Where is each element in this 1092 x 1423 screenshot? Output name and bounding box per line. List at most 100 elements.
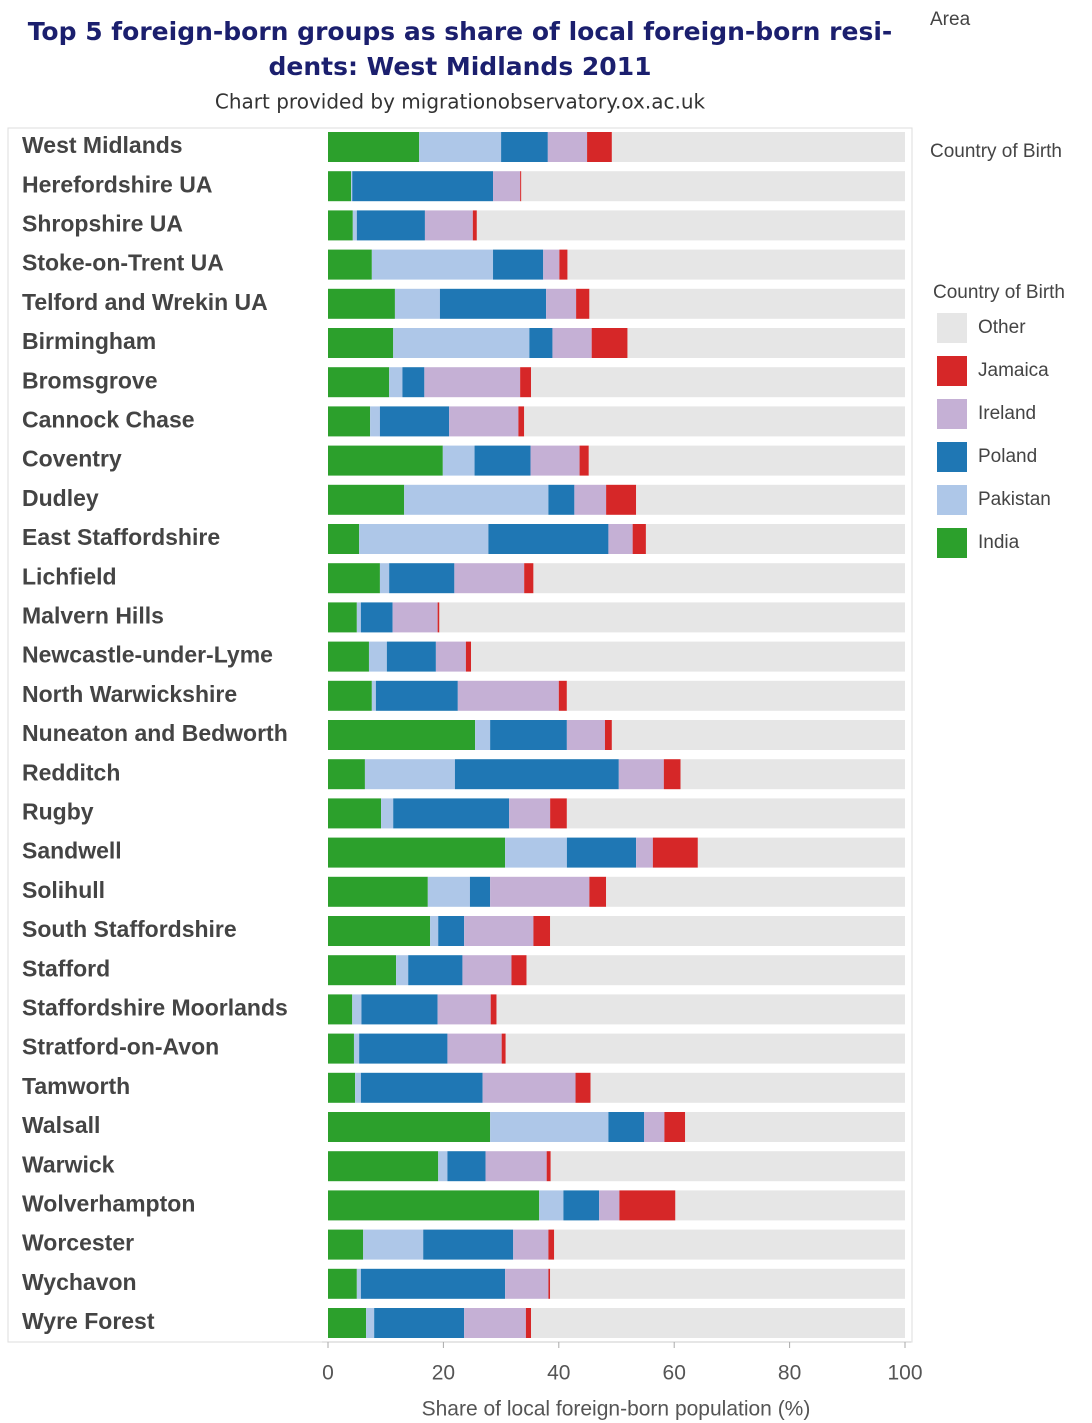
bar-segment <box>449 406 519 437</box>
bar-segment <box>496 994 905 1025</box>
bar-segment <box>454 563 525 594</box>
bar-segment <box>328 132 420 162</box>
bar-segment <box>438 916 465 946</box>
bar-segment <box>476 210 905 241</box>
row-label: Shropshire UA <box>22 210 183 236</box>
bar-segment <box>566 720 605 750</box>
legend-label: Jamaica <box>978 360 1049 381</box>
bar-segment <box>566 837 637 868</box>
bar-segment <box>567 249 905 280</box>
row-label: Stoke-on-Trent UA <box>22 250 224 276</box>
bar-segment <box>439 602 905 633</box>
bar-segment <box>366 1308 375 1338</box>
bar-segment <box>363 1229 424 1260</box>
bar-segment <box>531 367 905 398</box>
bar-segment <box>636 837 653 868</box>
bar-segment <box>530 445 580 476</box>
bar-segment <box>328 210 353 241</box>
bar-segment <box>524 406 905 437</box>
bar-segment <box>328 367 390 398</box>
bar-segment <box>356 1268 361 1299</box>
bar-segment <box>521 171 905 202</box>
subtitle: Chart provided by migrationobservatory.o… <box>215 90 706 114</box>
bar-segment <box>533 916 551 946</box>
bar-segment <box>663 759 681 790</box>
bar-segment <box>490 1112 609 1142</box>
row-label: Redditch <box>22 759 120 785</box>
bar-segment <box>462 955 512 986</box>
row-label: Walsall <box>22 1112 100 1138</box>
bar-segment <box>386 641 436 672</box>
bar-segment <box>371 249 494 280</box>
row-label: Newcastle-under-Lyme <box>22 642 273 668</box>
bar-segment <box>328 1268 357 1299</box>
row-label: Stafford <box>22 955 110 981</box>
bar-segment <box>493 249 544 280</box>
bar-segment <box>579 445 589 476</box>
bar-segment <box>599 1190 620 1221</box>
bar-segment <box>394 288 440 319</box>
x-tick-label: 0 <box>322 1362 334 1385</box>
bar-segment <box>389 563 455 594</box>
bar-segment <box>559 249 568 280</box>
bar-segment <box>636 484 905 515</box>
bar-segment <box>454 759 619 790</box>
bar-segment <box>389 367 403 398</box>
row-label: Cannock Chase <box>22 406 195 432</box>
row-label: Worcester <box>22 1230 134 1256</box>
bar-segment <box>493 171 521 202</box>
bar-segment <box>364 759 455 790</box>
bar-segment <box>457 680 559 711</box>
bar-segment <box>505 1033 905 1064</box>
x-tick-label: 100 <box>887 1362 922 1385</box>
legend-label: Pakistan <box>978 489 1051 510</box>
bar-segment <box>513 1229 549 1260</box>
bar-segment <box>529 328 553 358</box>
bar-segment <box>575 1072 591 1103</box>
bar-segment <box>680 759 905 790</box>
bar-segment <box>438 1151 448 1182</box>
legend-swatch <box>937 442 967 472</box>
x-tick-label: 60 <box>663 1362 686 1385</box>
bar-segment <box>328 955 397 986</box>
bar-segment <box>328 759 365 790</box>
bar-segment <box>447 1151 486 1182</box>
bar-segment <box>328 445 443 476</box>
bar-segment <box>611 132 905 162</box>
bar-segment <box>566 680 905 711</box>
bar-segment <box>328 1151 439 1182</box>
row-label: Birmingham <box>22 328 156 354</box>
bar-segment <box>604 720 612 750</box>
bar-segment <box>437 994 491 1025</box>
bar-segment <box>360 602 393 633</box>
bar-segment <box>464 916 534 946</box>
bar-segment <box>697 837 905 868</box>
bar-segment <box>352 210 357 241</box>
bar-segment <box>525 1308 532 1338</box>
row-label: Herefordshire UA <box>22 171 212 197</box>
bar-segment <box>328 1112 491 1142</box>
bar-segment <box>518 406 525 437</box>
bar-segment <box>430 916 439 946</box>
row-label: Rugby <box>22 798 94 824</box>
bar-segment <box>328 876 428 907</box>
row-label: Stratford-on-Avon <box>22 1034 219 1060</box>
bar-segment <box>396 955 409 986</box>
bar-segment <box>402 367 425 398</box>
bar-segment <box>548 1268 551 1299</box>
bar-segment <box>501 132 548 162</box>
bar-segment <box>352 994 362 1025</box>
bar-segment <box>439 288 547 319</box>
bar-segment <box>576 288 590 319</box>
row-label: East Staffordshire <box>22 524 220 550</box>
bar-segment <box>509 798 551 829</box>
bar-segment <box>588 445 905 476</box>
row-label: Wychavon <box>22 1269 137 1295</box>
bar-segment <box>474 445 531 476</box>
bar-segment <box>550 798 567 829</box>
bar-segment <box>645 524 905 554</box>
legend-title: Country of Birth <box>933 282 1065 303</box>
bar-segment <box>328 249 372 280</box>
bar-segment <box>360 1268 506 1299</box>
bar-segment <box>608 524 633 554</box>
